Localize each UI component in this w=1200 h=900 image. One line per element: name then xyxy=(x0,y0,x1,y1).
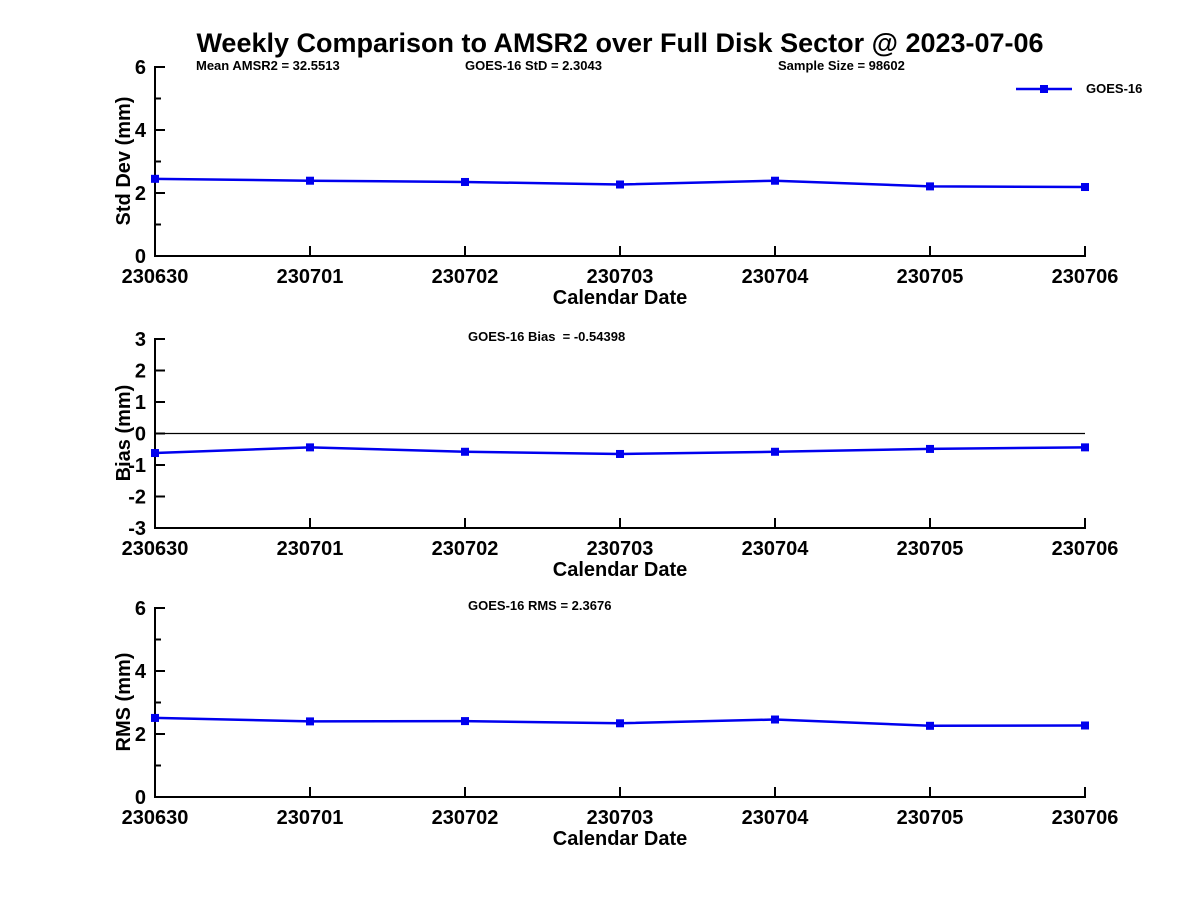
legend-marker xyxy=(1040,85,1048,93)
std-dev-plot: 0 2 4 6 230630 230701 230702 230703 230704 230705… xyxy=(122,57,1119,288)
std-dev-x-tick-label: 230705 xyxy=(897,266,964,288)
figure-title: Weekly Comparison to AMSR2 over Full Dis… xyxy=(196,28,1044,58)
bias-x-tick-label: 230702 xyxy=(432,538,499,560)
std-dev-marker xyxy=(616,180,624,189)
bias-y-tick-label: 1 xyxy=(135,392,146,414)
rms-y-tick-label: 6 xyxy=(135,598,146,620)
rms-x-axis-label: Calendar Date xyxy=(552,828,688,850)
bias-marker xyxy=(151,449,159,458)
rms-x-tick-label: 230701 xyxy=(277,807,344,829)
bias-marker xyxy=(1081,443,1089,452)
std-dev-y-tick-label: 6 xyxy=(135,57,146,79)
bias-marker xyxy=(461,447,469,456)
rms-marker xyxy=(461,717,469,726)
rms-x-tick-label: 230705 xyxy=(897,807,964,829)
std-dev-x-tick-label: 230630 xyxy=(122,266,189,288)
bias-y-tick-label: -1 xyxy=(128,455,146,477)
std-dev-x-tick-label: 230703 xyxy=(587,266,654,288)
rms-y-tick-label: 4 xyxy=(135,661,147,683)
bias-plot: -3 -2 -1 0 1 2 3 230630 230701 230702 230703 230704… xyxy=(122,329,1119,560)
bias-x-tick-label: 230705 xyxy=(897,538,964,560)
rms-y-axis-label: RMS (mm) xyxy=(113,652,135,752)
rms-plot-title: GOES-16 RMS = 2.3676 xyxy=(468,598,612,613)
rms-y-tick-label: 0 xyxy=(135,787,146,809)
bias-y-axis-label: Bias (mm) xyxy=(113,384,135,482)
rms-marker xyxy=(1081,721,1089,730)
rms-x-tick-label: 230630 xyxy=(122,807,189,829)
stddev-x-axis-label: Calendar Date xyxy=(552,287,688,309)
bias-y-tick-label: 2 xyxy=(135,361,146,383)
stat-mean-amsr2: Mean AMSR2 = 32.5513 xyxy=(196,58,340,73)
bias-x-tick-label: 230701 xyxy=(277,538,344,560)
bias-marker xyxy=(306,443,314,452)
rms-x-tick-label: 230703 xyxy=(587,807,654,829)
stat-goes16-std: GOES-16 StD = 2.3043 xyxy=(465,58,602,73)
bias-marker xyxy=(616,449,624,458)
rms-marker xyxy=(926,721,934,730)
std-dev-axis xyxy=(154,66,1086,257)
bias-y-tick-label: 0 xyxy=(135,424,146,446)
rms-axis xyxy=(154,607,1086,798)
rms-y-tick-label: 2 xyxy=(135,724,146,746)
rms-x-tick-label: 230704 xyxy=(742,807,810,829)
bias-x-tick-label: 230703 xyxy=(587,538,654,560)
rms-plot: 0 2 4 6 230630 230701 230702 230703 230704 230705… xyxy=(122,598,1119,829)
std-dev-x-tick-label: 230704 xyxy=(742,266,810,288)
rms-marker xyxy=(306,717,314,726)
rms-marker xyxy=(616,719,624,728)
std-dev-y-tick-label: 2 xyxy=(135,183,146,205)
bias-marker xyxy=(926,444,934,453)
rms-x-tick-label: 230702 xyxy=(432,807,499,829)
std-dev-x-tick-label: 230701 xyxy=(277,266,344,288)
std-dev-marker xyxy=(151,174,159,183)
rms-marker xyxy=(151,713,159,722)
stat-sample-size: Sample Size = 98602 xyxy=(778,58,905,73)
bias-plot-title: GOES-16 Bias = -0.54398 xyxy=(468,329,626,344)
stddev-y-axis-label: Std Dev (mm) xyxy=(113,96,135,226)
rms-x-tick-label: 230706 xyxy=(1052,807,1119,829)
std-dev-y-tick-label: 4 xyxy=(135,120,147,142)
std-dev-marker xyxy=(461,177,469,186)
bias-y-tick-label: -2 xyxy=(128,487,146,509)
bias-x-axis-label: Calendar Date xyxy=(552,559,688,581)
rms-marker xyxy=(771,715,779,724)
legend-label: GOES-16 xyxy=(1086,81,1143,96)
bias-x-tick-label: 230630 xyxy=(122,538,189,560)
std-dev-marker xyxy=(1081,183,1089,192)
std-dev-marker xyxy=(926,182,934,191)
bias-marker xyxy=(771,447,779,456)
std-dev-y-tick-label: 0 xyxy=(135,246,146,268)
bias-x-tick-label: 230704 xyxy=(742,538,810,560)
bias-y-tick-label: -3 xyxy=(128,518,146,540)
bias-x-tick-label: 230706 xyxy=(1052,538,1119,560)
std-dev-x-tick-label: 230706 xyxy=(1052,266,1119,288)
std-dev-x-tick-label: 230702 xyxy=(432,266,499,288)
std-dev-marker xyxy=(771,176,779,185)
std-dev-marker xyxy=(306,176,314,185)
bias-y-tick-label: 3 xyxy=(135,329,146,351)
